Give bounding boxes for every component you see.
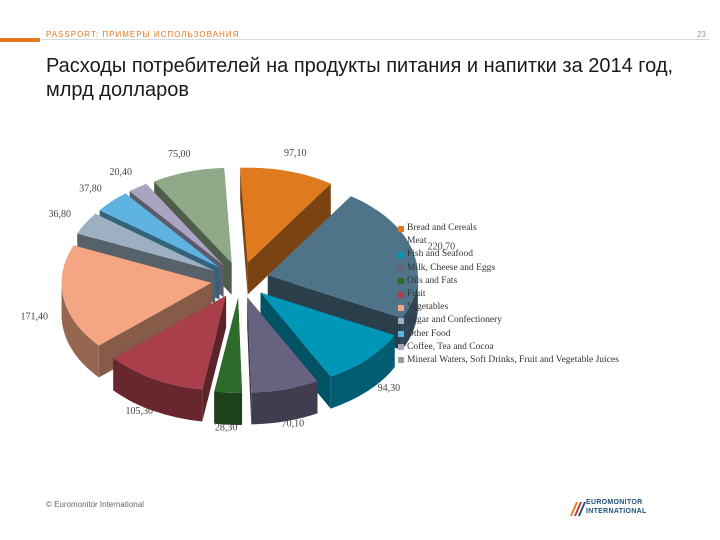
pie-slice-2 bbox=[267, 196, 418, 351]
legend-label: Meat bbox=[407, 236, 427, 247]
slice-top-face bbox=[214, 297, 243, 393]
legend-item: Other Food bbox=[398, 328, 619, 341]
legend-swatch bbox=[398, 317, 404, 324]
slice-top-face bbox=[113, 295, 227, 390]
slice-top-face bbox=[99, 193, 220, 268]
euromonitor-logo-icon bbox=[570, 502, 586, 516]
legend-swatch bbox=[398, 344, 404, 351]
data-label-6: 105,30 bbox=[125, 406, 153, 417]
slice-top-face bbox=[129, 183, 224, 266]
data-label-4: 70,10 bbox=[282, 418, 305, 429]
footer-copyright: © Euromonitor International bbox=[46, 500, 144, 509]
legend-swatch bbox=[398, 357, 404, 364]
pie-slice-1 bbox=[240, 167, 331, 295]
legend-swatch bbox=[398, 265, 404, 272]
legend-swatch bbox=[398, 238, 404, 245]
slice-side-wall bbox=[247, 297, 252, 425]
legend-item: Fruit bbox=[398, 288, 619, 301]
slice-outer-wall bbox=[251, 381, 318, 425]
section-label: PASSPORT: ПРИМЕРЫ ИСПОЛЬЗОВАНИЯ bbox=[46, 30, 240, 39]
header-divider bbox=[42, 39, 710, 40]
legend-label: Fruit bbox=[407, 288, 426, 299]
data-label-9: 37,80 bbox=[79, 183, 102, 194]
slice-top-face bbox=[240, 167, 331, 263]
data-label-11: 75,00 bbox=[168, 149, 191, 160]
legend-swatch bbox=[398, 331, 404, 338]
legend-label: Sugar and Confectionery bbox=[407, 315, 502, 326]
logo-text-line1: EUROMONITOR bbox=[586, 499, 643, 506]
data-label-3: 94,30 bbox=[378, 383, 401, 394]
legend-item: Mineral Waters, Soft Drinks, Fruit and V… bbox=[398, 354, 619, 367]
legend-swatch bbox=[398, 251, 404, 258]
legend-label: Vegetables bbox=[407, 302, 449, 313]
slice-outer-wall bbox=[61, 282, 99, 378]
legend-label: Bread and Cereals bbox=[407, 223, 477, 233]
legend-label: Other Food bbox=[407, 328, 451, 339]
slice-top-face bbox=[267, 196, 418, 319]
data-label-8: 36,80 bbox=[49, 209, 72, 220]
slice-outer-wall bbox=[214, 391, 243, 425]
slice-top-face bbox=[154, 167, 232, 263]
data-label-5: 28,30 bbox=[215, 422, 238, 433]
chart-legend: Bread and Cereals Meat Fish and Seafood Mil… bbox=[398, 222, 619, 367]
legend-swatch bbox=[398, 291, 404, 298]
slice-top-face bbox=[260, 292, 395, 377]
pie-slice-5 bbox=[214, 297, 243, 425]
legend-item: Fish and Seafood bbox=[398, 248, 619, 261]
legend-label: Milk, Cheese and Eggs bbox=[407, 262, 496, 273]
slice-side-wall bbox=[247, 183, 331, 295]
slice-top-face bbox=[77, 213, 216, 271]
slice-outer-wall bbox=[401, 275, 418, 351]
legend-item: Sugar and Confectionery bbox=[398, 314, 619, 327]
slice-outer-wall bbox=[330, 335, 395, 409]
data-label-1: 97,10 bbox=[284, 148, 307, 159]
legend-swatch bbox=[398, 278, 404, 285]
legend-item: Vegetables bbox=[398, 301, 619, 314]
data-label-2: 220,70 bbox=[428, 241, 456, 252]
slice-outer-wall bbox=[113, 358, 203, 422]
legend-item: Bread and Cereals bbox=[398, 222, 619, 235]
legend-label: Fish and Seafood bbox=[407, 249, 473, 260]
legend-swatch bbox=[398, 304, 404, 311]
logo-text-line2: INTERNATIONAL bbox=[586, 508, 647, 515]
pie-slice-6 bbox=[113, 295, 227, 422]
legend-label: Oils and Fats bbox=[407, 275, 458, 286]
slice-top-face bbox=[247, 297, 318, 393]
legend-swatch bbox=[398, 225, 404, 232]
page-number: 23 bbox=[697, 30, 706, 39]
header-accent-bar bbox=[0, 38, 40, 42]
slice-top-face bbox=[61, 245, 212, 346]
legend-item: Oils and Fats bbox=[398, 275, 619, 288]
data-label-7: 171,40 bbox=[21, 312, 49, 323]
legend-label: Mineral Waters, Soft Drinks, Fruit and V… bbox=[407, 354, 619, 365]
legend-item: Milk, Cheese and Eggs bbox=[398, 262, 619, 275]
data-label-10: 20,40 bbox=[110, 167, 133, 178]
legend-item: Meat bbox=[398, 235, 619, 248]
slice-side-wall bbox=[240, 167, 248, 295]
pie-slice-4 bbox=[247, 297, 318, 425]
legend-item: Coffee, Tea and Cocoa bbox=[398, 341, 619, 354]
legend-label: Coffee, Tea and Cocoa bbox=[407, 341, 494, 352]
page-title: Расходы потребителей на продукты питания… bbox=[46, 55, 674, 101]
